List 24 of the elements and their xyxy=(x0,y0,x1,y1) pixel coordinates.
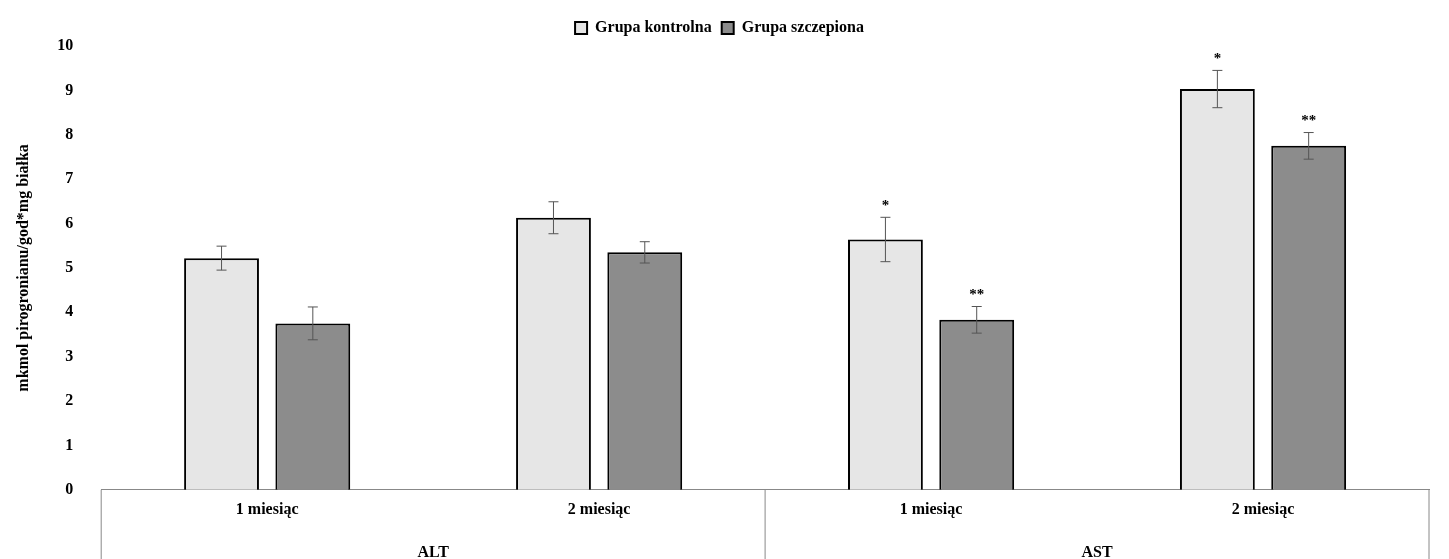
legend-label: Grupa szczepiona xyxy=(741,18,864,37)
y-tick-label: 0 xyxy=(65,479,74,497)
y-tick-label: 6 xyxy=(65,213,74,231)
legend-label: Grupa kontrolna xyxy=(595,18,712,37)
y-tick-label: 2 xyxy=(65,391,74,409)
y-tick-label: 8 xyxy=(65,124,74,142)
y-tick-label: 7 xyxy=(65,169,74,187)
y-axis-title: mkmol pirogronianu/god*mg białka xyxy=(13,144,32,392)
x-tick-label: 1 miesiąc xyxy=(235,499,299,518)
x-tick-label: 1 miesiąc xyxy=(899,499,963,518)
x-tick-label: 2 miesiąc xyxy=(567,499,631,518)
y-tick-label: 4 xyxy=(65,302,74,320)
data-label: * xyxy=(1213,49,1222,66)
y-tick-label: 1 xyxy=(65,435,74,453)
x-tick-label: 2 miesiąc xyxy=(1231,499,1295,518)
text: AST xyxy=(1081,543,1113,559)
text: ALT xyxy=(417,543,450,559)
data-label: * xyxy=(881,196,890,213)
data-label: ** xyxy=(969,285,985,302)
y-tick-label: 3 xyxy=(65,346,74,364)
y-tick-label: 9 xyxy=(65,80,74,98)
data-label: ** xyxy=(1301,111,1317,128)
y-tick-label: 5 xyxy=(65,258,74,276)
y-tick-label: 10 xyxy=(57,36,74,54)
